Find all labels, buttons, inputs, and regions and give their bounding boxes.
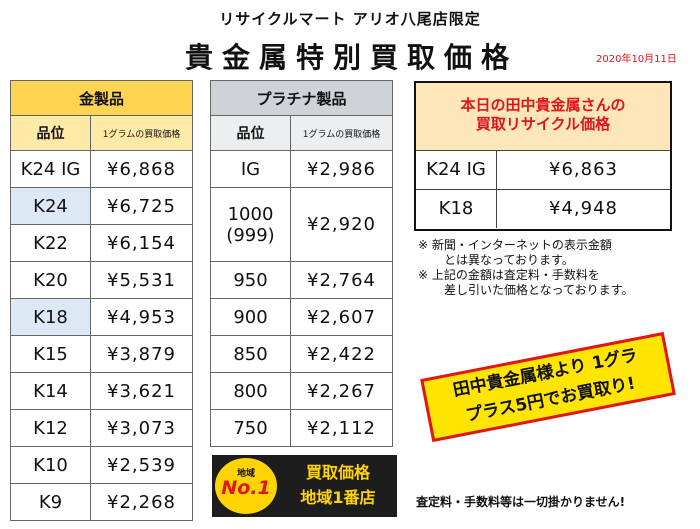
today-price: ¥6,863 — [549, 159, 618, 180]
platinum-grade: IG — [210, 150, 291, 188]
banner-text: 買取価格 地域1番店 — [282, 460, 394, 510]
no1-badge: 地域 No.1 — [215, 458, 277, 514]
today-price: ¥4,948 — [549, 198, 618, 219]
gold-price: ¥6,725 — [89, 187, 194, 225]
gold-grade: K15 — [10, 335, 91, 373]
table-row: IG ¥2,986 — [210, 150, 394, 188]
gold-price: ¥5,531 — [89, 261, 194, 299]
today-heading-line1: 本日の田中貴金属さんの — [460, 96, 626, 114]
banner-line-2: 地域1番店 — [300, 488, 376, 507]
table-row: K18 ¥4,953 — [10, 298, 194, 336]
note-1-line-2: とは異なっております。 — [444, 253, 574, 267]
platinum-price: ¥2,607 — [289, 298, 394, 336]
badge-top-text: 地域 — [236, 469, 255, 479]
table-row: K22 ¥6,154 — [10, 224, 194, 262]
today-price-box: 本日の田中貴金属さんの 買取リサイクル価格 K24 IG ¥6,863 K18 … — [414, 81, 672, 231]
gold-price: ¥6,868 — [89, 150, 194, 188]
table-row: K14 ¥3,621 — [10, 372, 194, 410]
price-date: 2020年10月11日 — [596, 54, 677, 65]
gold-grade: K10 — [10, 446, 91, 484]
gold-grade: K12 — [10, 409, 91, 447]
table-row: K24 IG ¥6,868 — [10, 150, 194, 188]
table-row: K24 ¥6,725 — [10, 187, 194, 225]
platinum-price: ¥2,986 — [289, 150, 394, 188]
note-2-line-2: 差し引いた価格となっております。 — [444, 283, 634, 297]
gold-grade: K20 — [10, 261, 91, 299]
gold-col-price: 1グラムの買取価格 — [89, 115, 194, 151]
gold-price-table: 金製品 品位 1グラムの買取価格 K24 IG ¥6,868 K24 ¥6,72… — [9, 80, 194, 521]
table-row: 800 ¥2,267 — [210, 372, 394, 410]
no1-banner: 地域 No.1 買取価格 地域1番店 — [212, 455, 397, 517]
gold-price: ¥4,953 — [89, 298, 194, 336]
gold-price: ¥3,879 — [89, 335, 194, 373]
gold-grade: K9 — [10, 483, 91, 521]
banner-line-1: 買取価格 — [305, 463, 370, 482]
gold-grade: K24 IG — [10, 150, 91, 188]
bonus-promo-sign: 田中貴金属様より 1グラ プラス5円でお買取り! — [420, 331, 676, 443]
platinum-grade: 950 — [210, 261, 291, 299]
table-row: 1000 (999) ¥2,920 — [210, 187, 394, 262]
table-row: K20 ¥5,531 — [10, 261, 194, 299]
platinum-price-table: プラチナ製品 品位 1グラムの買取価格 IG ¥2,986 1000 (999)… — [209, 80, 394, 447]
platinum-grade-main: 1000 — [227, 203, 274, 225]
today-grade: K18 — [416, 190, 497, 228]
platinum-price: ¥2,764 — [289, 261, 394, 299]
gold-price: ¥3,073 — [89, 409, 194, 447]
gold-price: ¥6,154 — [89, 224, 194, 262]
platinum-grade: 850 — [210, 335, 291, 373]
footer-note: 査定料・手数料等は一切掛かりません! — [416, 495, 626, 509]
today-heading-line2: 買取リサイクル価格 — [475, 115, 611, 133]
platinum-grade: 800 — [210, 372, 291, 410]
platinum-col-grade: 品位 — [210, 115, 291, 151]
platinum-grade: 750 — [210, 409, 291, 447]
today-grade: K24 IG — [416, 151, 497, 189]
platinum-grade: 900 — [210, 298, 291, 336]
platinum-price: ¥2,422 — [289, 335, 394, 373]
note-1-line-1: ※ 新聞・インターネットの表示金額 — [418, 238, 612, 252]
gold-price: ¥2,268 — [89, 483, 194, 521]
platinum-col-price: 1グラムの買取価格 — [289, 115, 394, 151]
platinum-grade-sub: (999) — [226, 224, 275, 246]
table-row: 950 ¥2,764 — [210, 261, 394, 299]
platinum-price: ¥2,267 — [289, 372, 394, 410]
gold-grade: K14 — [10, 372, 91, 410]
today-price-heading: 本日の田中貴金属さんの 買取リサイクル価格 — [416, 83, 670, 151]
gold-price: ¥3,621 — [89, 372, 194, 410]
table-row: K24 IG ¥6,863 — [416, 151, 670, 190]
table-row: 750 ¥2,112 — [210, 409, 394, 447]
gold-grade: K24 — [10, 187, 91, 225]
note-2-line-1: ※ 上記の金額は査定料・手数料を — [418, 268, 600, 282]
table-row: K15 ¥3,879 — [10, 335, 194, 373]
platinum-table-title: プラチナ製品 — [209, 80, 394, 116]
table-row: K10 ¥2,539 — [10, 446, 194, 484]
gold-col-grade: 品位 — [10, 115, 91, 151]
page-title: 貴金属特別買取価格 — [185, 41, 519, 74]
table-row: K12 ¥3,073 — [10, 409, 194, 447]
gold-table-title: 金製品 — [9, 80, 194, 116]
platinum-price: ¥2,112 — [289, 409, 394, 447]
table-row: 900 ¥2,607 — [210, 298, 394, 336]
gold-grade: K22 — [10, 224, 91, 262]
notes: ※ 新聞・インターネットの表示金額 とは異なっております。 ※ 上記の金額は査定… — [418, 238, 633, 298]
table-row: 850 ¥2,422 — [210, 335, 394, 373]
platinum-grade: 1000 (999) — [210, 187, 291, 262]
badge-main-text: No.1 — [221, 477, 271, 499]
store-name: リサイクルマート アリオ八尾店限定 — [219, 10, 481, 28]
gold-price: ¥2,539 — [89, 446, 194, 484]
platinum-price: ¥2,920 — [289, 187, 394, 262]
table-row: K18 ¥4,948 — [416, 190, 670, 228]
gold-grade: K18 — [10, 298, 91, 336]
table-row: K9 ¥2,268 — [10, 483, 194, 521]
